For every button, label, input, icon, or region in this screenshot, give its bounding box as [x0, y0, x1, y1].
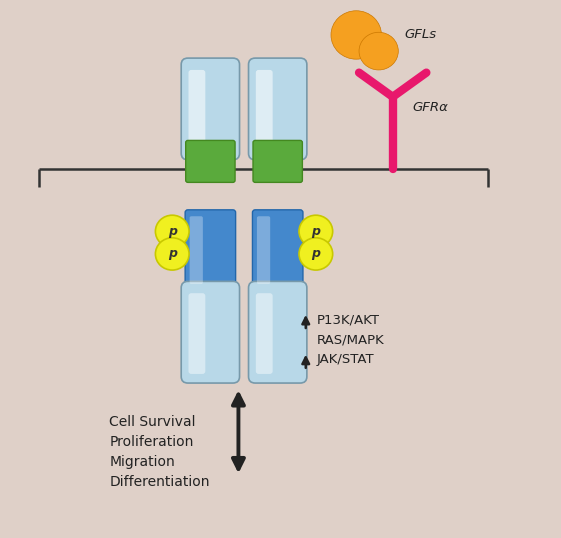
Text: GFLs: GFLs [404, 29, 436, 41]
Text: p: p [168, 247, 177, 260]
Text: Cell Survival: Cell Survival [109, 415, 196, 429]
FancyBboxPatch shape [253, 140, 302, 182]
FancyBboxPatch shape [256, 70, 273, 151]
Text: p: p [168, 225, 177, 238]
Text: p: p [311, 247, 320, 260]
Circle shape [299, 215, 333, 247]
Text: Differentiation: Differentiation [109, 475, 210, 489]
Text: GFRα: GFRα [412, 101, 448, 114]
Text: JAK/STAT: JAK/STAT [317, 353, 375, 366]
FancyBboxPatch shape [188, 70, 205, 151]
FancyBboxPatch shape [190, 216, 203, 284]
Circle shape [359, 32, 398, 70]
FancyBboxPatch shape [188, 293, 205, 374]
FancyBboxPatch shape [257, 216, 270, 284]
Text: P13K/AKT: P13K/AKT [317, 314, 380, 327]
Circle shape [331, 11, 381, 59]
Circle shape [155, 215, 189, 247]
FancyBboxPatch shape [256, 293, 273, 374]
Text: Migration: Migration [109, 455, 175, 469]
FancyBboxPatch shape [185, 210, 236, 291]
FancyBboxPatch shape [181, 281, 240, 383]
FancyBboxPatch shape [249, 58, 307, 160]
Text: p: p [311, 225, 320, 238]
FancyBboxPatch shape [181, 58, 240, 160]
FancyBboxPatch shape [249, 281, 307, 383]
FancyBboxPatch shape [252, 210, 303, 291]
FancyBboxPatch shape [186, 140, 235, 182]
Circle shape [155, 238, 189, 270]
Text: RAS/MAPK: RAS/MAPK [317, 334, 385, 346]
Text: Proliferation: Proliferation [109, 435, 194, 449]
Circle shape [299, 238, 333, 270]
